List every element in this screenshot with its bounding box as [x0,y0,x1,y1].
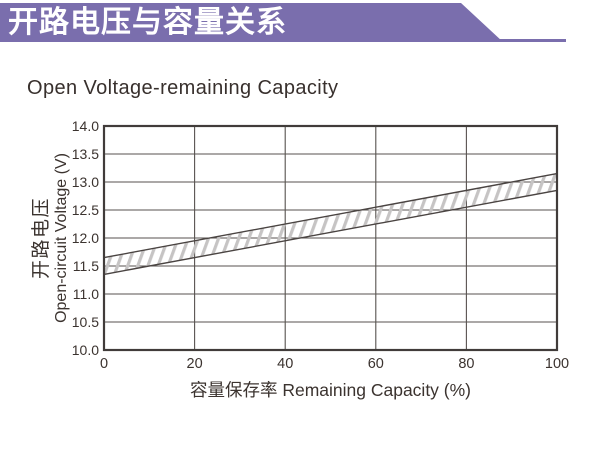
chart-title: Open Voltage-remaining Capacity [27,77,339,99]
x-tick-label: 60 [368,356,384,372]
chart-canvas: 14.0 13.5 13.0 12.5 12.0 11.5 11.0 10.5 10.0 0 20… [30,118,569,400]
banner-background [0,3,503,42]
x-tick-label: 100 [545,356,569,372]
x-axis-label: 容量保存率 Remaining Capacity (%) [190,380,471,400]
y-tick-label: 10.0 [72,342,99,358]
y-tick-label: 12.0 [72,230,99,246]
y-axis-label-cn: 开路电压 [30,197,52,279]
y-axis-label: 开路电压 Open-circuit Voltage (V) [30,153,70,323]
voltage-band [103,172,558,276]
band-upper-edge [103,172,558,259]
y-tick-labels: 14.0 13.5 13.0 12.5 12.0 11.5 11.0 10.5 10.0 [72,118,99,358]
x-tick-label: 80 [458,356,474,372]
y-tick-label: 13.0 [72,174,99,190]
band-lower-edge [103,189,558,276]
y-tick-label: 11.5 [73,258,99,274]
y-tick-label: 12.5 [72,202,99,218]
banner-title: 开路电压与容量关系 [8,6,287,39]
x-tick-labels: 0 20 40 60 80 100 [100,356,569,372]
x-tick-label: 20 [187,356,203,372]
banner: 开路电压与容量关系 [0,3,566,42]
y-axis-label-en: Open-circuit Voltage (V) [53,153,70,323]
plot-border [102,124,559,352]
banner-underline [0,39,566,42]
x-tick-label: 0 [100,356,108,372]
y-tick-label: 10.5 [72,314,99,330]
band-fill [104,173,557,275]
gridlines [104,126,557,350]
y-tick-label: 14.0 [72,118,99,134]
y-tick-label: 11.0 [73,286,99,302]
plot-border-rect [102,124,559,352]
x-tick-label: 40 [277,356,293,372]
y-tick-label: 13.5 [72,146,99,162]
x-axis-label-text: 容量保存率 Remaining Capacity (%) [190,380,471,400]
